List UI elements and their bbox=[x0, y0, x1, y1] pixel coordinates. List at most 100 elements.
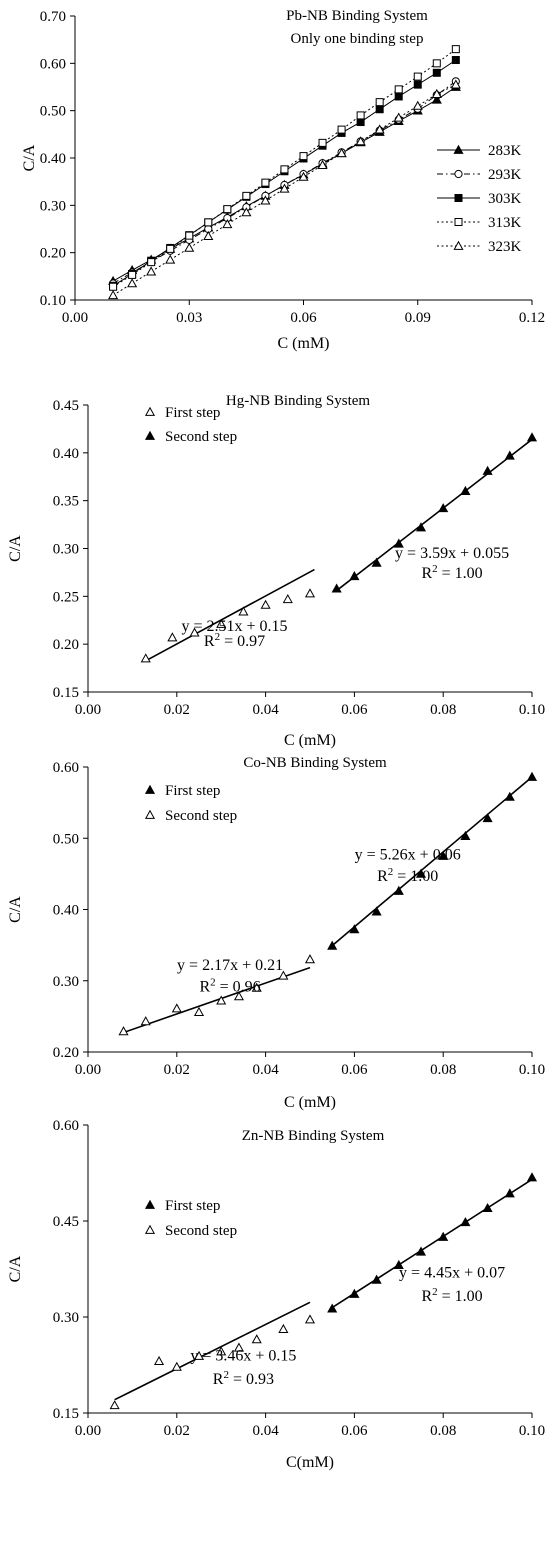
y-tick-label: 0.40 bbox=[53, 903, 79, 919]
chart-2: 0.15 0.20 0.25 0.30 0.35 0.40 0.45 0.00 0.02 0.04… bbox=[7, 393, 545, 749]
legend-marker bbox=[453, 240, 464, 250]
data-point bbox=[299, 152, 308, 161]
data-point bbox=[171, 1361, 182, 1371]
data-point bbox=[413, 72, 422, 81]
legend-entry: Second step bbox=[144, 1223, 237, 1239]
data-point bbox=[526, 1172, 538, 1182]
data-point bbox=[109, 282, 118, 291]
data-point bbox=[349, 1288, 360, 1298]
data-point bbox=[189, 627, 200, 637]
data-point bbox=[393, 1259, 404, 1270]
x-tick-label: 0.02 bbox=[164, 1062, 190, 1078]
data-point bbox=[318, 138, 327, 147]
x-tick-label: 0.12 bbox=[519, 310, 545, 326]
data-point bbox=[393, 538, 404, 548]
chart-4: 0.15 0.30 0.45 0.60 0.00 0.02 0.04 0.06 0.08 0.10… bbox=[7, 1118, 545, 1471]
chart-title: Hg-NB Binding System bbox=[226, 393, 371, 409]
x-tick-label: 0.10 bbox=[519, 702, 545, 718]
data-point bbox=[438, 1231, 449, 1241]
x-tick-label: 0.06 bbox=[341, 1062, 368, 1078]
chart-1: 0.10 0.20 0.30 0.40 0.50 0.60 0.70 0.00 0.03 0.06… bbox=[21, 8, 545, 352]
y-tick-label: 0.45 bbox=[53, 1214, 79, 1230]
x-tick-label: 0.09 bbox=[405, 310, 431, 326]
data-point bbox=[280, 165, 289, 174]
series-second-step bbox=[331, 432, 538, 593]
y-tick-label: 0.20 bbox=[53, 1045, 79, 1061]
legend-label: First step bbox=[165, 783, 220, 799]
data-point bbox=[375, 105, 384, 114]
data-point bbox=[222, 219, 233, 229]
data-point bbox=[349, 571, 360, 581]
legend-marker bbox=[454, 218, 463, 226]
fit-equation: y = 4.45x + 0.07 bbox=[399, 1264, 505, 1281]
y-tick-label: 0.30 bbox=[53, 1310, 79, 1326]
data-point bbox=[109, 1400, 120, 1410]
trend-line bbox=[145, 568, 315, 662]
data-point bbox=[204, 218, 213, 227]
data-point bbox=[278, 970, 289, 980]
data-point bbox=[356, 118, 365, 127]
fit-r-squared: R2 = 0.93 bbox=[213, 1369, 274, 1388]
legend-label: 283K bbox=[488, 143, 522, 159]
data-point bbox=[393, 112, 404, 122]
data-point bbox=[327, 1303, 338, 1313]
legend-entry: First step bbox=[144, 783, 220, 799]
data-point bbox=[371, 557, 382, 567]
legend-marker bbox=[453, 144, 464, 154]
x-tick-label: 0.00 bbox=[62, 310, 88, 326]
trend-line bbox=[114, 1301, 311, 1401]
y-axis-label: C/A bbox=[21, 144, 38, 171]
data-point bbox=[349, 924, 360, 934]
data-point bbox=[432, 68, 441, 77]
data-point bbox=[438, 503, 449, 513]
legend-marker bbox=[144, 784, 156, 794]
fit-equation: y = 3.59x + 0.055 bbox=[395, 545, 509, 562]
data-point bbox=[251, 1334, 262, 1344]
x-tick-label: 0.04 bbox=[252, 1062, 279, 1078]
legend-entry: 293K bbox=[437, 167, 522, 183]
series-second-step bbox=[109, 1301, 316, 1410]
legend-entry: Second step bbox=[144, 808, 237, 824]
data-point bbox=[203, 230, 214, 240]
data-point bbox=[127, 278, 138, 288]
data-point bbox=[241, 207, 252, 217]
data-point bbox=[317, 159, 328, 169]
y-tick-label: 0.45 bbox=[53, 398, 79, 414]
legend-label: First step bbox=[165, 405, 220, 421]
data-point bbox=[504, 791, 515, 801]
fit-equation: y = 3.46x + 0.15 bbox=[190, 1348, 296, 1365]
data-point bbox=[193, 1350, 205, 1360]
x-axis-label: C (mM) bbox=[284, 732, 336, 749]
x-tick-label: 0.08 bbox=[430, 1423, 456, 1439]
data-point bbox=[282, 593, 293, 604]
data-point bbox=[167, 632, 178, 642]
legend-label: 293K bbox=[488, 167, 522, 183]
series-second-step bbox=[118, 954, 316, 1036]
data-point bbox=[278, 1323, 289, 1334]
series-313K bbox=[109, 45, 460, 291]
y-axis-label: C/A bbox=[7, 535, 24, 562]
y-axis-label: C/A bbox=[7, 1255, 24, 1282]
legend-entry: 303K bbox=[437, 191, 522, 207]
data-point bbox=[140, 1016, 151, 1026]
data-point bbox=[260, 599, 271, 609]
series-first-step bbox=[327, 1172, 538, 1313]
x-tick-label: 0.04 bbox=[252, 702, 279, 718]
data-point bbox=[482, 465, 493, 475]
data-point bbox=[193, 1006, 205, 1016]
data-point bbox=[242, 191, 251, 200]
data-point bbox=[393, 885, 404, 895]
data-point bbox=[165, 254, 176, 264]
series-323K bbox=[108, 79, 461, 300]
legend-label: Second step bbox=[165, 429, 237, 445]
data-point bbox=[371, 1274, 382, 1284]
x-tick-label: 0.03 bbox=[176, 310, 202, 326]
y-tick-label: 0.35 bbox=[53, 494, 79, 510]
chart-title: Zn-NB Binding System bbox=[242, 1128, 385, 1144]
data-point bbox=[526, 432, 538, 442]
data-point bbox=[504, 1188, 515, 1198]
legend-marker bbox=[144, 1199, 156, 1209]
x-axis-label: C(mM) bbox=[286, 1454, 334, 1471]
data-point bbox=[375, 98, 384, 107]
series-293K bbox=[108, 77, 460, 288]
